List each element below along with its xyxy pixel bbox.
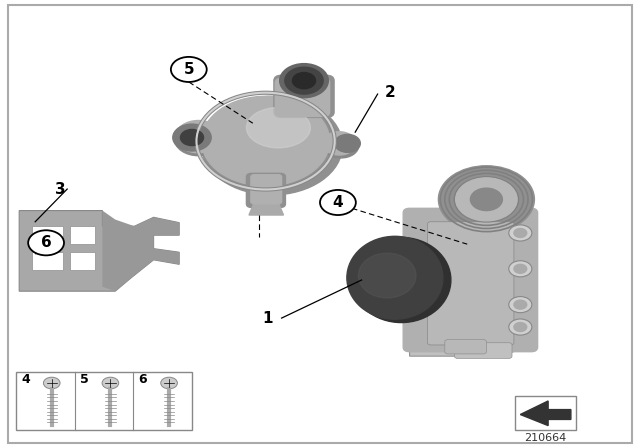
Ellipse shape: [175, 121, 221, 153]
FancyBboxPatch shape: [274, 75, 334, 117]
Ellipse shape: [323, 132, 356, 155]
Text: 5: 5: [184, 62, 194, 77]
Circle shape: [292, 73, 316, 89]
Circle shape: [320, 190, 356, 215]
FancyBboxPatch shape: [32, 252, 63, 270]
Text: 1: 1: [262, 310, 273, 326]
FancyBboxPatch shape: [445, 340, 486, 354]
Circle shape: [514, 264, 527, 273]
Circle shape: [470, 188, 502, 211]
FancyBboxPatch shape: [16, 372, 192, 430]
Circle shape: [509, 297, 532, 313]
Text: 6: 6: [138, 373, 147, 386]
FancyBboxPatch shape: [403, 208, 538, 352]
Circle shape: [102, 377, 119, 389]
FancyBboxPatch shape: [454, 343, 512, 358]
Circle shape: [173, 124, 211, 151]
FancyBboxPatch shape: [275, 78, 330, 116]
Circle shape: [514, 228, 527, 237]
Polygon shape: [249, 203, 284, 215]
Circle shape: [161, 377, 177, 389]
Circle shape: [28, 230, 64, 255]
Ellipse shape: [347, 237, 443, 319]
Ellipse shape: [358, 253, 416, 298]
Text: 210664: 210664: [524, 433, 567, 443]
Circle shape: [438, 166, 534, 233]
Polygon shape: [410, 213, 531, 356]
Polygon shape: [19, 211, 179, 291]
FancyBboxPatch shape: [32, 226, 63, 244]
Ellipse shape: [202, 96, 330, 186]
Circle shape: [514, 300, 527, 309]
Circle shape: [509, 225, 532, 241]
Circle shape: [335, 134, 360, 152]
Ellipse shape: [323, 134, 358, 158]
Circle shape: [456, 178, 517, 221]
FancyBboxPatch shape: [246, 173, 285, 207]
Circle shape: [514, 323, 527, 332]
Circle shape: [280, 64, 328, 98]
Text: 4: 4: [333, 195, 343, 210]
Circle shape: [171, 57, 207, 82]
Text: 2: 2: [385, 85, 396, 100]
Ellipse shape: [351, 237, 451, 323]
FancyBboxPatch shape: [428, 222, 514, 345]
FancyBboxPatch shape: [515, 396, 576, 430]
Circle shape: [509, 261, 532, 277]
Polygon shape: [102, 211, 179, 291]
FancyBboxPatch shape: [8, 5, 632, 443]
Circle shape: [44, 377, 60, 389]
Circle shape: [285, 67, 323, 94]
Polygon shape: [520, 401, 571, 426]
Text: 4: 4: [21, 373, 30, 386]
FancyBboxPatch shape: [251, 175, 282, 204]
Text: 5: 5: [80, 373, 88, 386]
Ellipse shape: [202, 96, 342, 195]
Ellipse shape: [246, 108, 310, 148]
Ellipse shape: [174, 122, 223, 156]
FancyBboxPatch shape: [70, 252, 95, 270]
Circle shape: [509, 319, 532, 335]
Text: 3: 3: [55, 181, 65, 197]
Text: 6: 6: [41, 235, 51, 250]
FancyBboxPatch shape: [70, 226, 95, 244]
Circle shape: [180, 129, 204, 146]
